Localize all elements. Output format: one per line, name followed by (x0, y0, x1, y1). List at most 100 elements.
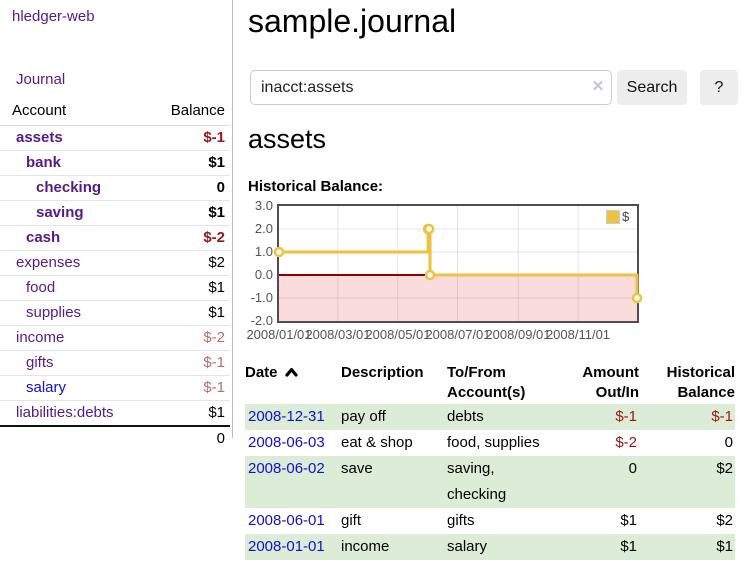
account-balance: $2 (208, 254, 225, 271)
account-link-cash[interactable]: cash (26, 229, 61, 246)
transaction-balance: $-1 (711, 408, 733, 425)
transaction-date-link[interactable]: 2008-06-02 (248, 460, 325, 477)
account-row-assets: assets $-1 (0, 126, 230, 151)
account-row-checking: checking 0 (0, 175, 230, 201)
account-link-salary[interactable]: salary (26, 379, 67, 396)
account-row-gifts: gifts $-1 (0, 350, 230, 376)
sidebar: hledger-web Journal Account Balance asse… (0, 0, 233, 447)
help-button[interactable]: ? (700, 70, 738, 105)
account-balance: $1 (208, 304, 225, 321)
x-tick-label: 2008/03/01 (305, 327, 371, 342)
transaction-balance: 0 (724, 434, 733, 451)
search-button[interactable]: Search (617, 70, 687, 105)
accounts-total-row: 0 (0, 426, 230, 451)
register-header-row: Date Description To/From Account(s) Amou… (245, 360, 735, 404)
x-tick-label: 2008/07/01 (425, 327, 491, 342)
transaction-row[interactable]: 2008-06-02 save saving, checking 0 $2 (245, 456, 735, 508)
transaction-balance: $2 (716, 460, 733, 477)
account-row-bank: bank $1 (0, 150, 230, 176)
x-tick-label: 2008/11/01 (545, 327, 611, 342)
account-balance: 0 (216, 179, 225, 196)
transaction-date-link[interactable]: 2008-06-01 (248, 512, 325, 529)
account-link-bank[interactable]: bank (26, 154, 62, 171)
transaction-description: income (341, 538, 390, 555)
account-balance: $1 (208, 154, 225, 171)
transaction-description: pay off (341, 408, 386, 425)
transaction-description: gift (341, 512, 362, 529)
transaction-row[interactable]: 2008-06-01 gift gifts $1 $2 (245, 508, 735, 534)
search-input[interactable] (250, 70, 612, 105)
y-tick-label: 1.0 (254, 244, 273, 259)
transaction-accounts: food, supplies (447, 434, 540, 451)
y-tick-label: 2.0 (254, 221, 273, 236)
transaction-date-link[interactable]: 2008-01-01 (248, 538, 325, 555)
sort-ascending-icon (284, 363, 298, 383)
transaction-amount: $-1 (615, 408, 637, 425)
account-link-saving[interactable]: saving (36, 204, 84, 221)
page-title: sample.journal (248, 3, 457, 39)
column-header-tofrom-line1: To/From (447, 364, 506, 381)
transaction-balance: $1 (716, 538, 733, 555)
account-balance: $-1 (203, 379, 225, 396)
column-header-date[interactable]: Date (245, 360, 341, 404)
transaction-row[interactable]: 2008-06-03 eat & shop food, supplies $-2… (245, 430, 735, 456)
chart-title: Historical Balance: (248, 178, 384, 195)
column-header-balance: Historical Balance (639, 360, 735, 404)
chart-series (273, 206, 643, 321)
account-link-assets[interactable]: assets (16, 129, 63, 146)
account-link-supplies[interactable]: supplies (26, 304, 82, 321)
account-balance: $-2 (203, 329, 225, 346)
accounts-total-balance: 0 (216, 430, 225, 447)
transaction-row[interactable]: 2008-01-01 income salary $1 $1 (245, 534, 735, 560)
account-balance: $-1 (203, 354, 225, 371)
transaction-accounts: debts (447, 408, 484, 425)
transaction-description: save (341, 460, 373, 477)
account-row-supplies: supplies $1 (0, 300, 230, 326)
accounts-table: Account Balance assets $-1 bank $1 check… (0, 100, 230, 451)
account-link-food[interactable]: food (26, 279, 56, 296)
account-row-saving: saving $1 (0, 200, 230, 226)
account-link-checking[interactable]: checking (36, 179, 102, 196)
column-header-description: Description (341, 364, 424, 381)
transaction-accounts: saving, checking (447, 460, 507, 503)
app-brand-link[interactable]: hledger-web (12, 8, 95, 25)
y-tick-label: 0.0 (254, 267, 273, 282)
transaction-date-link[interactable]: 2008-06-03 (248, 434, 325, 451)
column-header-amount-line1: Amount (582, 364, 639, 381)
register-table: Date Description To/From Account(s) Amou… (245, 360, 735, 560)
account-link-income[interactable]: income (16, 329, 65, 346)
clear-search-icon[interactable]: ✕ (591, 78, 605, 95)
column-header-amount-line2: Out/In (595, 384, 639, 401)
transaction-amount: $-2 (615, 434, 637, 451)
account-row-salary: salary $-1 (0, 375, 230, 401)
chart-plot-area[interactable] (273, 204, 643, 323)
account-balance: $1 (208, 279, 225, 296)
column-header-amount: Amount Out/In (553, 360, 639, 404)
x-tick-label: 2008/01/01 (246, 327, 312, 342)
account-link-liabilities-debts[interactable]: liabilities:debts (16, 404, 114, 421)
accounts-header-account: Account (12, 102, 67, 119)
sidebar-item-journal[interactable]: Journal (16, 71, 66, 88)
y-tick-label: -2.0 (250, 313, 273, 328)
account-balance: $1 (208, 204, 225, 221)
transaction-amount: 0 (628, 460, 637, 477)
legend-label: $ (622, 209, 630, 224)
account-balance: $-2 (203, 229, 225, 246)
account-section-title: assets (248, 124, 327, 154)
historical-balance-chart: 3.0 2.0 1.0 0.0 -1.0 -2.0 2008/01/01 200… (246, 198, 730, 348)
transaction-row[interactable]: 2008-12-31 pay off debts $-1 $-1 (245, 404, 735, 430)
transaction-balance: $2 (716, 512, 733, 529)
account-row-expenses: expenses $2 (0, 250, 230, 276)
transaction-description: eat & shop (341, 434, 413, 451)
y-tick-label: -1.0 (250, 290, 273, 305)
account-row-income: income $-2 (0, 325, 230, 351)
legend-swatch-icon (606, 209, 620, 224)
account-link-gifts[interactable]: gifts (26, 354, 54, 371)
account-balance: $1 (208, 404, 225, 421)
transaction-date-link[interactable]: 2008-12-31 (248, 408, 325, 425)
column-header-date-label: Date (245, 364, 278, 381)
account-link-expenses[interactable]: expenses (16, 254, 81, 271)
column-header-balance-line2: Balance (677, 384, 735, 401)
transaction-amount: $1 (620, 512, 637, 529)
transaction-accounts: gifts (447, 512, 475, 529)
